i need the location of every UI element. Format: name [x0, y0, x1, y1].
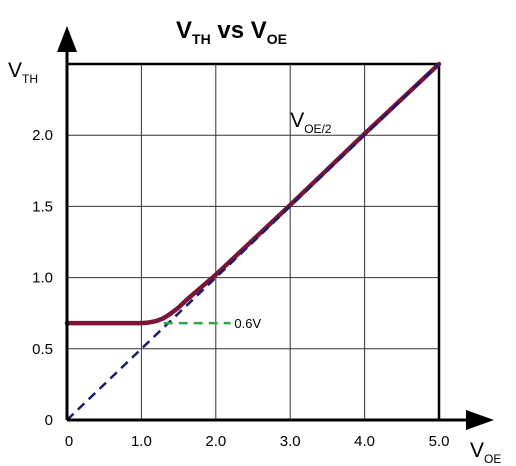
series-line-1	[66, 63, 440, 421]
x-axis-label-sub: OE	[484, 452, 501, 466]
x-tick-label-4: 4.0	[354, 433, 375, 450]
y-tick-label-4: 2.0	[32, 127, 53, 144]
x-tick-label-3: 3.0	[280, 433, 301, 450]
y-axis-label: VTH	[8, 59, 38, 86]
annotation-voe2: VOE/2	[290, 109, 332, 136]
y-axis-arrow-icon	[57, 26, 77, 52]
y-tick-label-0: 0	[45, 412, 53, 429]
tick-labels: 0 1.0 2.0 3.0 4.0 5.0 0 0.5 1.0 1.5 2.0	[32, 127, 449, 450]
axes	[57, 26, 494, 430]
title-main: V	[176, 17, 192, 44]
y-tick-label-3: 1.5	[32, 198, 53, 215]
y-tick-label-1: 0.5	[32, 341, 53, 358]
y-axis-label-sub: TH	[22, 72, 38, 86]
title-vs: vs	[211, 17, 251, 44]
x-tick-label-2: 2.0	[205, 433, 226, 450]
x-tick-label-1: 1.0	[131, 433, 152, 450]
x-tick-label-5: 5.0	[429, 433, 450, 450]
series-line-0	[64, 61, 442, 326]
title-ref-sub: OE	[267, 31, 287, 47]
annotations: VOE/2 0.6V	[234, 109, 331, 331]
series-group	[64, 61, 442, 421]
annotation-v06: 0.6V	[234, 316, 261, 331]
y-axis-label-main: V	[8, 59, 22, 82]
x-axis-arrow-icon	[466, 410, 494, 430]
y-tick-label-2: 1.0	[32, 270, 53, 287]
chart-title: VTH vs VOE	[176, 17, 287, 47]
x-axis-label: VOE	[470, 439, 501, 466]
title-main-sub: TH	[192, 31, 211, 47]
title-ref: V	[251, 17, 267, 44]
grid	[67, 64, 439, 420]
plot-frame	[67, 62, 441, 420]
x-tick-label-0: 0	[65, 433, 73, 450]
x-axis-label-main: V	[470, 439, 484, 462]
